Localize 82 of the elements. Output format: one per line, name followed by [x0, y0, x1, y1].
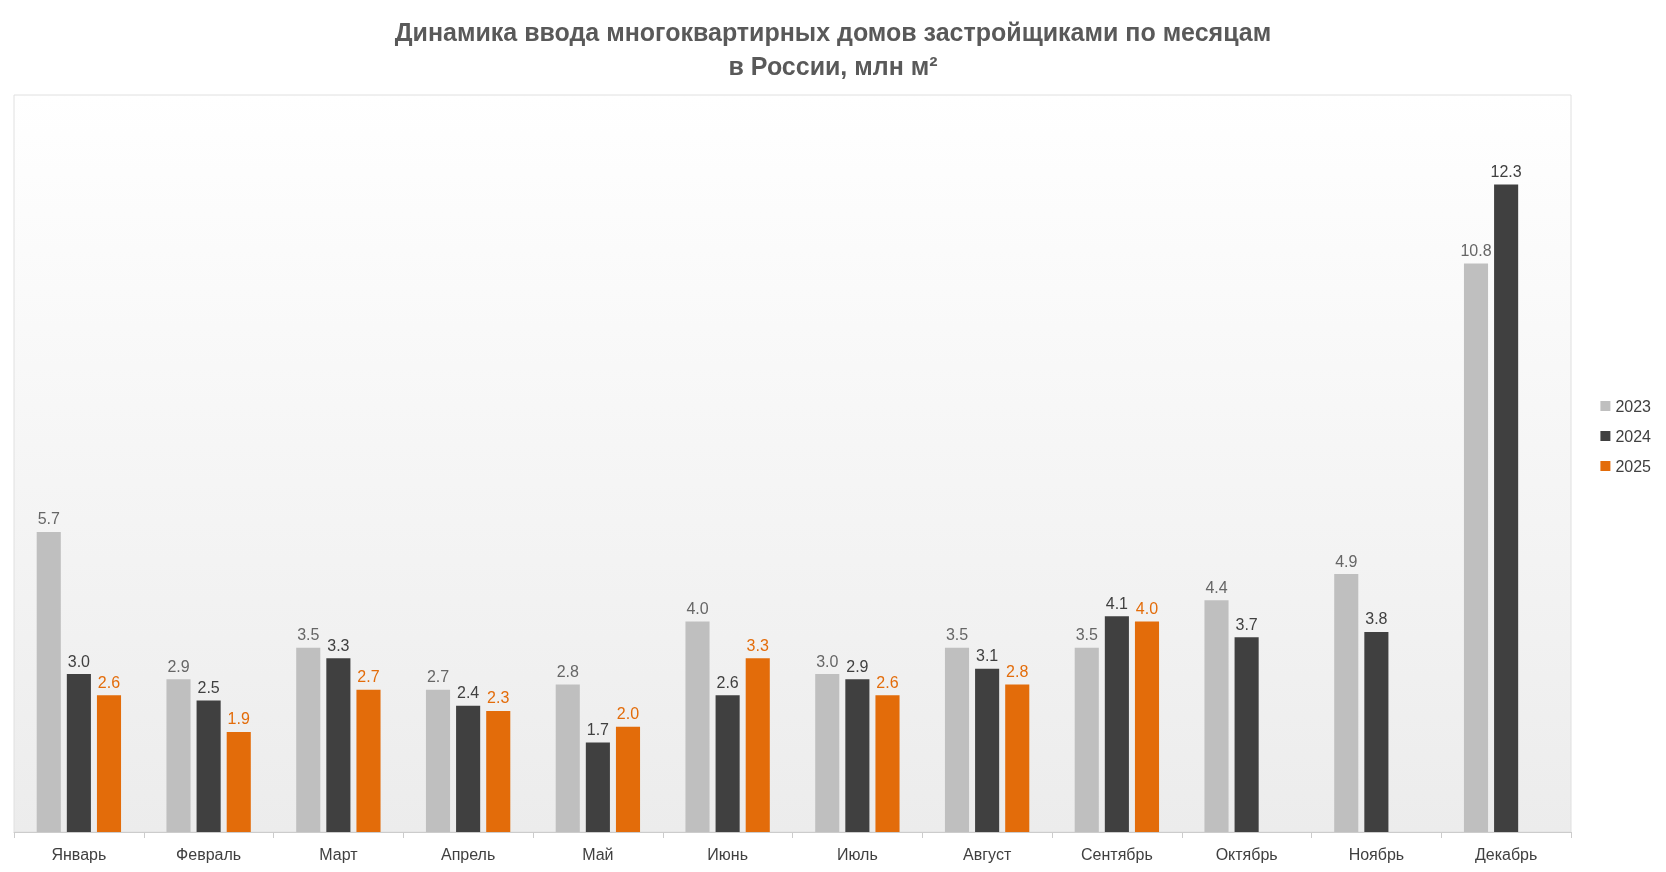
x-tick-label: Апрель — [440, 845, 496, 863]
data-label: 4.0 — [1135, 599, 1159, 617]
data-label: 3.0 — [67, 652, 91, 670]
bar — [715, 695, 740, 832]
bar — [1074, 647, 1099, 832]
bar — [1005, 684, 1030, 832]
bar — [1494, 184, 1519, 832]
data-label: 2.9 — [167, 657, 190, 675]
x-tick-label: Июнь — [707, 845, 748, 863]
data-label: 3.8 — [1365, 610, 1388, 628]
x-tick-label: Октябрь — [1215, 845, 1278, 863]
data-label: 3.5 — [945, 626, 969, 644]
bar — [425, 689, 451, 832]
bar — [1364, 631, 1389, 832]
bar — [296, 647, 321, 832]
data-label: 2.7 — [426, 668, 450, 686]
data-label: 3.3 — [746, 636, 769, 654]
data-label: 3.3 — [327, 636, 350, 654]
bar — [36, 531, 61, 832]
x-tick-label: Декабрь — [1474, 845, 1538, 863]
bar — [1104, 616, 1129, 832]
data-label: 4.1 — [1105, 594, 1129, 612]
bar — [685, 621, 710, 832]
data-label: 3.5 — [297, 626, 320, 644]
bar — [1234, 637, 1259, 832]
bar — [166, 679, 191, 832]
bar — [1463, 263, 1489, 832]
bar — [615, 726, 641, 832]
x-tick-label: Сентябрь — [1081, 845, 1153, 863]
data-label: 2.7 — [357, 668, 380, 686]
x-tick-label: Май — [582, 845, 614, 863]
bar — [1334, 574, 1359, 832]
bar — [356, 689, 381, 832]
data-label: 10.8 — [1460, 241, 1492, 259]
bar — [585, 742, 610, 832]
bar — [66, 674, 91, 832]
data-label: 2.3 — [487, 689, 510, 707]
bar — [326, 658, 351, 832]
bar — [96, 695, 122, 832]
data-label: 3.1 — [976, 647, 999, 665]
data-label: 2.6 — [97, 673, 121, 691]
data-label: 1.9 — [227, 710, 250, 728]
bar — [1134, 621, 1160, 832]
data-label: 4.0 — [686, 599, 709, 617]
bar — [745, 658, 770, 832]
legend-label: 2024 — [1615, 427, 1652, 445]
chart-title: Динамика ввода многоквартирных домов застройщиками по месяцам в России, млн м² — [394, 18, 1272, 80]
data-label: 4.4 — [1205, 578, 1228, 596]
data-label: 3.7 — [1235, 615, 1258, 633]
data-label: 2.6 — [716, 673, 739, 691]
data-label: 5.7 — [37, 510, 60, 528]
bar — [486, 710, 511, 832]
data-label: 12.3 — [1490, 162, 1522, 180]
x-tick-label: Июль — [836, 845, 878, 863]
x-tick-label: Март — [319, 845, 359, 863]
bar — [456, 705, 481, 832]
legend-label: 2025 — [1615, 457, 1652, 475]
bar — [226, 731, 251, 832]
x-tick-label: Февраль — [176, 845, 242, 863]
data-label: 3.5 — [1075, 626, 1098, 644]
data-label: 2.9 — [846, 657, 869, 675]
data-label: 2.5 — [197, 678, 220, 696]
data-label: 1.7 — [586, 721, 610, 739]
bar — [944, 647, 970, 832]
data-label: 2.0 — [616, 705, 640, 723]
data-label: 2.4 — [457, 684, 480, 702]
data-label: 4.9 — [1335, 552, 1358, 570]
bar — [875, 695, 900, 832]
x-tick-label: Август — [963, 845, 1012, 863]
legend-label: 2023 — [1615, 397, 1652, 415]
data-label: 2.8 — [1006, 663, 1029, 681]
data-label: 2.8 — [556, 663, 579, 681]
x-tick-label: Январь — [51, 845, 107, 863]
bar — [975, 668, 1000, 832]
data-label: 3.0 — [816, 652, 839, 670]
bar — [845, 679, 870, 832]
data-label: 2.6 — [876, 673, 899, 691]
x-tick-label: Ноябрь — [1348, 845, 1405, 863]
bar — [196, 700, 221, 832]
bar — [1204, 600, 1229, 832]
bar — [555, 684, 580, 832]
bar — [815, 674, 840, 832]
